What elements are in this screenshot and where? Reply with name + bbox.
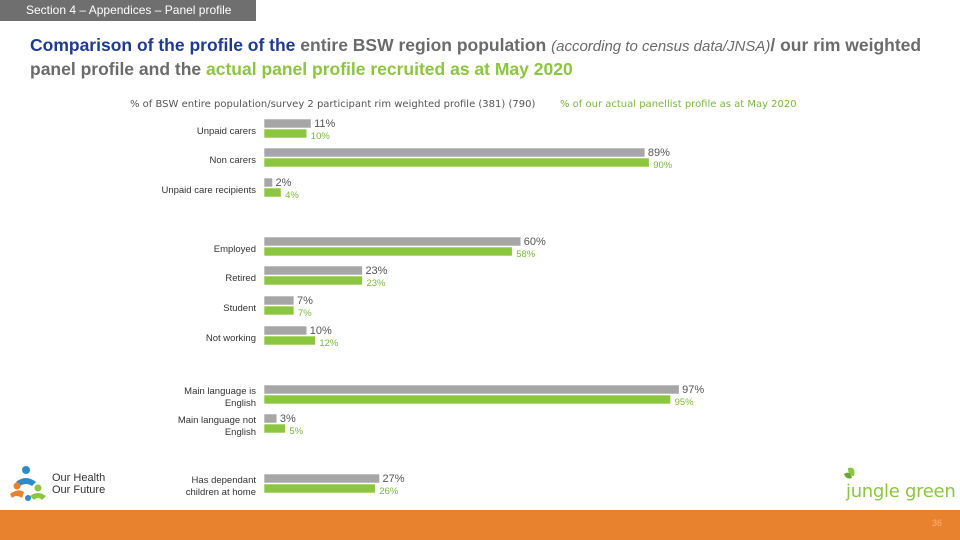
data-label: 10% xyxy=(311,131,331,142)
category-label: Not working xyxy=(206,333,256,344)
bar-green xyxy=(263,128,308,139)
data-label: 23% xyxy=(365,265,387,277)
data-label: 90% xyxy=(653,160,673,171)
footer-bar xyxy=(0,510,960,540)
data-label: 58% xyxy=(516,249,536,260)
bar-grey xyxy=(263,473,380,484)
data-label: 26% xyxy=(379,486,399,497)
bar-green xyxy=(263,423,286,434)
category-label: Has dependant children at home xyxy=(186,475,257,498)
title-part1: Comparison of the profile of the xyxy=(30,35,301,55)
section-label: Section 4 – Appendices – Panel profile xyxy=(0,0,256,21)
our-health-our-future-logo xyxy=(10,466,46,501)
bar-grey xyxy=(263,177,273,188)
bar-grey xyxy=(263,325,308,336)
page-title: Comparison of the profile of the entire … xyxy=(30,34,940,80)
data-label: 89% xyxy=(648,147,670,159)
bar-grey xyxy=(263,295,295,306)
bar-green xyxy=(263,157,650,168)
title-part3: (according to census data/JNSA) xyxy=(551,38,771,55)
title-part5: actual panel profile recruited as at May… xyxy=(206,59,573,79)
category-label: Employed xyxy=(214,244,256,255)
jungle-green-logo xyxy=(844,467,855,479)
category-label: Retired xyxy=(225,273,256,284)
category-label: Unpaid care recipients xyxy=(161,185,256,196)
category-label: Non carers xyxy=(210,155,257,166)
category-label: Unpaid carers xyxy=(197,126,256,137)
data-label: 60% xyxy=(524,236,546,248)
bar-grey xyxy=(263,147,646,158)
data-label: 12% xyxy=(319,338,339,349)
data-label: 11% xyxy=(314,118,335,130)
data-label: 10% xyxy=(310,325,332,337)
bar-grey xyxy=(263,384,680,395)
logo-left-text: Our Health Our Future xyxy=(52,472,106,496)
data-label: 95% xyxy=(675,397,695,408)
category-label: Student xyxy=(223,303,256,314)
page-number: 36 xyxy=(931,518,942,528)
bar-green xyxy=(263,483,376,494)
bar-green xyxy=(263,187,282,198)
category-label: Main language not English xyxy=(178,415,257,438)
logo-right-text: jungle green xyxy=(846,481,956,502)
data-label: 5% xyxy=(289,426,303,437)
category-label: Main language is English xyxy=(184,386,256,409)
bar-green xyxy=(263,305,295,316)
data-label: 97% xyxy=(682,384,704,396)
legend-green-series: % of our actual panellist profile as at … xyxy=(560,99,797,110)
data-label: 23% xyxy=(366,278,386,289)
bar-green xyxy=(263,275,363,286)
bar-grey xyxy=(263,413,278,424)
data-label: 7% xyxy=(297,295,313,307)
bar-green xyxy=(263,246,513,257)
bar-grey xyxy=(263,118,312,129)
title-part4: / our rim weighted panel profile and the xyxy=(30,35,922,79)
data-label: 7% xyxy=(298,308,312,319)
data-label: 27% xyxy=(383,473,405,485)
data-label: 3% xyxy=(280,413,296,425)
data-label: 2% xyxy=(276,177,292,189)
data-label: 4% xyxy=(285,190,299,201)
legend-grey-series: % of BSW entire population/survey 2 part… xyxy=(130,99,536,110)
bar-green xyxy=(263,394,671,405)
bar-grey xyxy=(263,236,522,247)
bar-grey xyxy=(263,265,363,276)
bar-green xyxy=(263,335,316,346)
title-part2: entire BSW region population xyxy=(300,35,552,55)
